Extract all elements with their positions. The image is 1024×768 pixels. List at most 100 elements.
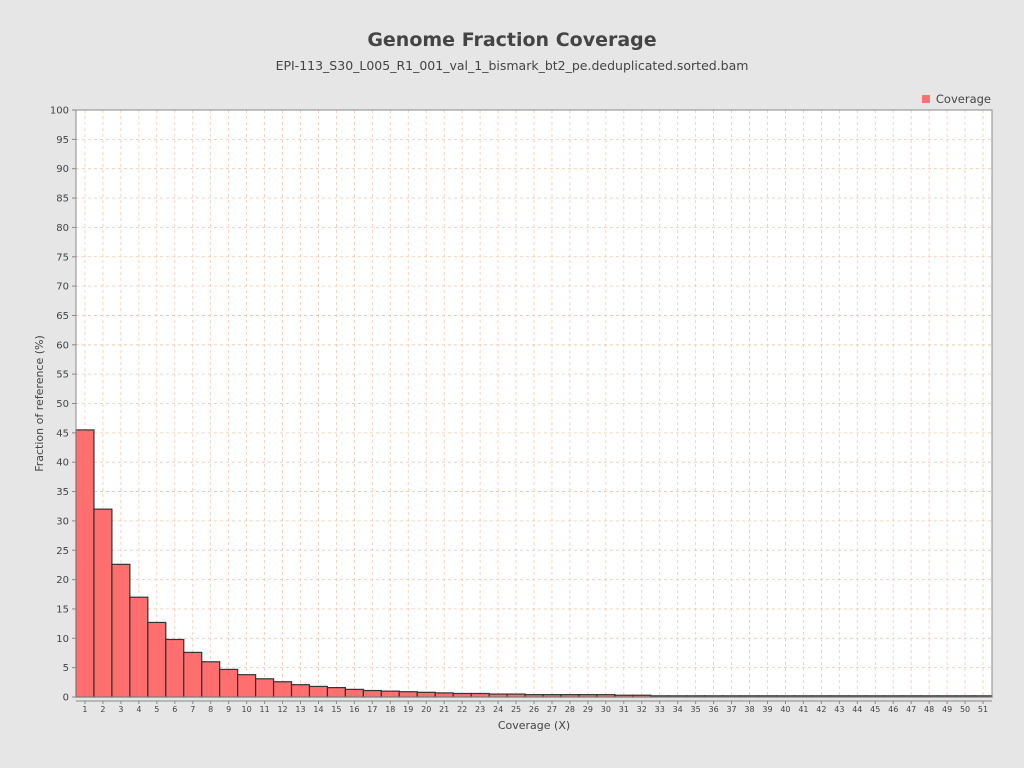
x-tick-label: 13 (295, 705, 305, 714)
x-tick-label: 11 (259, 705, 269, 714)
x-tick-label: 34 (673, 705, 683, 714)
x-tick-label: 14 (313, 705, 323, 714)
bar (165, 638, 185, 698)
y-tick-label: 100 (50, 106, 69, 117)
y-tick-label: 40 (56, 458, 69, 469)
x-tick-label: 44 (852, 705, 862, 714)
x-tick-label: 8 (208, 705, 213, 714)
x-tick-label: 35 (691, 705, 701, 714)
chart-title: Genome Fraction Coverage (367, 29, 657, 51)
x-tick-label: 12 (277, 705, 287, 714)
x-tick-label: 46 (888, 705, 898, 714)
y-tick-label: 50 (56, 399, 69, 410)
x-tick-label: 30 (601, 705, 611, 714)
bar (272, 681, 293, 698)
bars (75, 429, 993, 698)
bar (75, 429, 95, 698)
bar (219, 668, 239, 698)
y-tick-label: 0 (63, 693, 69, 704)
x-tick-label: 10 (242, 705, 252, 714)
bar (290, 684, 311, 698)
bar (362, 689, 382, 698)
bar (308, 685, 329, 698)
x-tick-label: 36 (709, 705, 719, 714)
x-tick-label: 40 (780, 705, 790, 714)
x-tick-label: 21 (439, 705, 449, 714)
grid (76, 109, 992, 698)
x-tick-label: 49 (942, 705, 952, 714)
x-tick-label: 16 (349, 705, 359, 714)
bar (470, 692, 490, 698)
x-tick-label: 28 (565, 705, 575, 714)
bar (129, 596, 149, 698)
x-tick-label: 2 (100, 705, 105, 714)
y-tick-label: 85 (56, 194, 69, 205)
y-tick-label: 70 (56, 282, 69, 293)
x-axis: 1 2 3 4 5 6 7 8 9 10 11 12 13 14 15 16 17 18 19 20 21 22 23 24 2… (76, 700, 992, 714)
x-tick-label: 48 (924, 705, 934, 714)
bar (201, 661, 221, 698)
x-tick-label: 1 (82, 705, 87, 714)
x-tick-label: 42 (816, 705, 826, 714)
y-tick-label: 45 (56, 428, 69, 439)
y-tick-label: 55 (56, 370, 69, 381)
x-tick-label: 51 (978, 705, 988, 714)
x-tick-label: 20 (421, 705, 431, 714)
y-tick-label: 25 (56, 546, 69, 557)
x-tick-label: 39 (762, 705, 772, 714)
x-tick-label: 43 (834, 705, 844, 714)
x-tick-label: 9 (226, 705, 231, 714)
x-tick-label: 41 (798, 705, 808, 714)
bar (147, 621, 167, 698)
legend-label: Coverage (935, 92, 991, 106)
x-tick-label: 22 (457, 705, 467, 714)
x-tick-label: 6 (172, 705, 177, 714)
bar (344, 688, 364, 698)
x-tick-label: 18 (385, 705, 395, 714)
bar (93, 508, 113, 698)
y-tick-label: 20 (56, 575, 69, 586)
bar (416, 691, 436, 698)
x-tick-label: 3 (118, 705, 123, 714)
y-tick-label: 35 (56, 487, 69, 498)
x-tick-label: 7 (190, 705, 195, 714)
bar (380, 690, 400, 698)
y-tick-label: 10 (56, 634, 69, 645)
x-tick-label: 19 (403, 705, 413, 714)
x-tick-label: 50 (960, 705, 970, 714)
y-tick-label: 75 (56, 252, 69, 263)
y-tick-label: 90 (56, 164, 69, 175)
bar (452, 692, 472, 698)
y-axis-label: Fraction of reference (%) (33, 335, 46, 472)
x-tick-label: 45 (870, 705, 880, 714)
bar (237, 674, 257, 698)
x-tick-label: 47 (906, 705, 916, 714)
bar (183, 651, 203, 698)
x-axis-label: Coverage (X) (498, 719, 570, 732)
y-tick-label: 5 (63, 663, 69, 674)
bar (326, 687, 347, 698)
x-tick-label: 5 (154, 705, 159, 714)
x-tick-label: 38 (744, 705, 754, 714)
bar (255, 678, 275, 698)
x-tick-label: 17 (367, 705, 377, 714)
x-tick-label: 29 (583, 705, 593, 714)
bar (434, 692, 454, 698)
x-tick-label: 24 (493, 705, 503, 714)
y-tick-label: 30 (56, 516, 69, 527)
x-tick-label: 32 (637, 705, 647, 714)
y-tick-label: 60 (56, 340, 69, 351)
x-tick-label: 31 (619, 705, 629, 714)
x-tick-label: 27 (547, 705, 557, 714)
y-tick-label: 80 (56, 223, 69, 234)
x-tick-label: 37 (726, 705, 736, 714)
legend: Coverage (921, 92, 991, 106)
x-tick-label: 25 (511, 705, 521, 714)
y-tick-label: 95 (56, 135, 69, 146)
y-tick-label: 65 (56, 311, 69, 322)
chart-subtitle: EPI-113_S30_L005_R1_001_val_1_bismark_bt… (275, 58, 749, 73)
x-tick-label: 33 (655, 705, 665, 714)
x-tick-label: 23 (475, 705, 485, 714)
bar (398, 691, 418, 698)
